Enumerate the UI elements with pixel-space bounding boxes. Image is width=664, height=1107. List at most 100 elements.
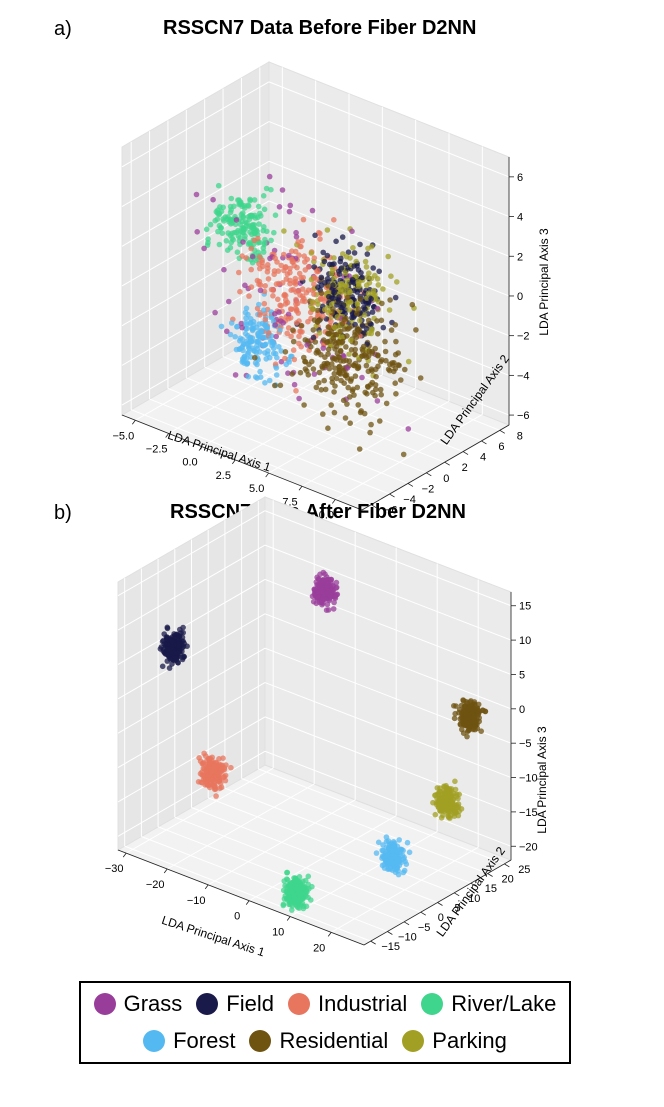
scatter-point-residential (290, 327, 296, 334)
scatter-point-residential (277, 382, 284, 389)
scatter-point-forest (379, 853, 386, 859)
x-axis-line (121, 414, 363, 511)
scatter-point-grass (276, 204, 283, 210)
scatter-point-river-lake (231, 229, 237, 236)
scatter-point-parking (455, 795, 461, 802)
x-tick (332, 499, 336, 504)
scatter-point-parking (324, 227, 331, 233)
scatter-point-parking (315, 301, 321, 308)
z-tick-label: 2 (517, 251, 523, 263)
scatter-point-parking (364, 295, 370, 301)
z-tick-label: 0 (517, 291, 523, 303)
scatter-point-residential (463, 723, 470, 729)
scatter-point-grass (221, 266, 227, 273)
scatter-point-field (180, 624, 186, 631)
scatter-point-residential (347, 394, 353, 400)
scatter-point-river-lake (285, 895, 292, 902)
grid-line (264, 578, 512, 675)
y-tick (389, 493, 395, 498)
scatter-point-river-lake (214, 216, 221, 222)
scatter-point-industrial (299, 286, 306, 292)
scatter-point-residential (337, 348, 344, 355)
scatter-point-forest (218, 323, 225, 330)
grid-line (264, 544, 512, 641)
scatter-point-residential (316, 369, 323, 376)
scatter-point-parking (354, 301, 361, 308)
scatter-point-field (336, 271, 343, 277)
x-tick (298, 486, 303, 491)
scatter-point-grass (311, 371, 318, 377)
scatter-point-industrial (293, 301, 299, 307)
scatter-point-river-lake (227, 203, 234, 210)
y-tick-label: 6 (498, 441, 504, 453)
scatter-point-industrial (293, 278, 299, 285)
y-tick-label: 0 (438, 912, 444, 924)
scatter-point-industrial (311, 291, 317, 297)
scatter-point-industrial (200, 760, 207, 766)
scatter-point-residential (341, 316, 348, 323)
scatter-point-residential (377, 418, 383, 424)
scatter-point-residential (388, 327, 395, 333)
scatter-point-residential (355, 402, 362, 408)
scatter-point-parking (350, 245, 356, 251)
scatter-point-forest (240, 341, 247, 348)
scatter-point-river-lake (302, 877, 309, 884)
scatter-point-field (164, 646, 170, 652)
y-tick-label: 8 (517, 430, 523, 442)
scatter-point-forest (389, 848, 396, 854)
scatter-point-residential (344, 401, 350, 407)
scatter-point-grass (249, 253, 256, 260)
scatter-point-residential (328, 402, 335, 408)
scatter-point-parking (368, 243, 375, 250)
scatter-point-river-lake (240, 210, 246, 216)
scatter-point-forest (267, 339, 274, 345)
scatter-point-residential (339, 321, 346, 327)
y-tick (420, 911, 427, 916)
scatter-point-grass (324, 601, 331, 608)
scatter-point-industrial (228, 764, 234, 771)
scatter-point-residential (372, 345, 379, 352)
scatter-point-parking (346, 351, 352, 358)
scatter-points (193, 173, 424, 458)
y-tick (499, 429, 506, 434)
scatter-point-field (338, 265, 345, 271)
scatter-point-residential (383, 357, 389, 364)
scatter-point-forest (258, 329, 265, 336)
scatter-point-parking (331, 275, 337, 282)
scatter-point-residential (353, 334, 360, 341)
x-tick-label: 10 (272, 927, 284, 939)
scatter-point-industrial (320, 313, 326, 320)
scatter-point-industrial (311, 274, 318, 281)
scatter-point-residential (315, 349, 322, 355)
scatter-point-forest (245, 373, 252, 380)
grid-line (268, 160, 510, 257)
scatter-point-industrial (216, 772, 223, 778)
x-tick-label: −10 (187, 895, 206, 907)
scatter-point-industrial (299, 329, 305, 335)
scatter-point-industrial (257, 282, 264, 288)
scatter-point-residential (363, 354, 370, 361)
y-tick (407, 483, 414, 487)
y-tick-label: −15 (381, 941, 400, 953)
scatter-point-river-lake (271, 229, 277, 236)
scatter-point-industrial (265, 276, 272, 282)
scatter-point-river-lake (295, 898, 302, 905)
scatter-point-residential (367, 429, 373, 436)
scatter-point-industrial (248, 266, 254, 273)
scatter-point-grass (349, 228, 355, 235)
y-tick-label: 5 (454, 903, 460, 915)
scatter-point-residential (343, 344, 349, 350)
y-tick-label: −5 (418, 922, 431, 934)
scatter-point-river-lake (258, 213, 264, 219)
scatter-point-field (354, 289, 361, 295)
y-tick (426, 472, 432, 477)
scatter-point-parking (325, 289, 332, 295)
scatter-point-forest (401, 867, 408, 874)
grid-line (258, 768, 505, 865)
scatter-point-river-lake (235, 197, 241, 203)
scatter-point-river-lake (216, 241, 223, 248)
scatter-point-residential (346, 358, 353, 364)
scatter-point-industrial (292, 248, 299, 255)
scatter-point-grass (293, 229, 299, 236)
scatter-point-field (318, 274, 325, 281)
